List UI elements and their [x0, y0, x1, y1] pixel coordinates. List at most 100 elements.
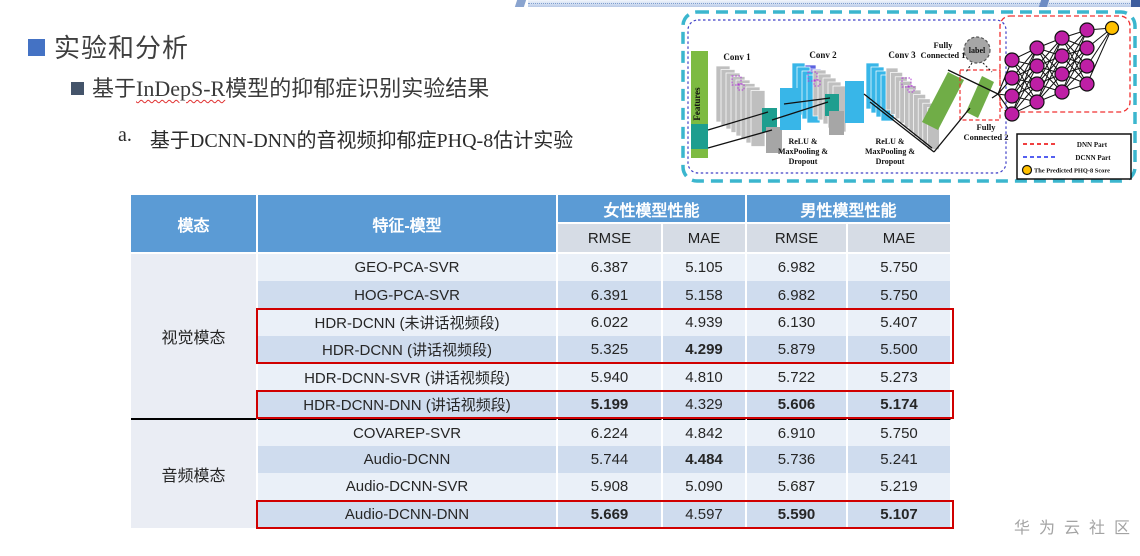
- list-item-text: 基于DCNN-DNN的音视频抑郁症PHQ-8估计实验: [149, 130, 574, 152]
- svg-text:MaxPooling &: MaxPooling &: [865, 147, 915, 156]
- value-cell: 5.105: [663, 254, 747, 282]
- dnn-part-label: DNN Part: [1077, 141, 1108, 149]
- header-male-performance: 男性模型性能: [747, 195, 952, 224]
- feature-cell: Audio-DCNN: [258, 445, 558, 474]
- value-cell: 5.606: [747, 390, 848, 419]
- value-cell: 5.879: [747, 336, 848, 364]
- pooling-blocks: [762, 81, 864, 153]
- header-female-performance: 女性模型性能: [558, 195, 747, 224]
- square-bullet-icon: [71, 81, 84, 95]
- value-cell: 6.391: [558, 281, 663, 309]
- connector-lines: [707, 62, 999, 153]
- value-cell: 5.158: [663, 281, 747, 309]
- dotted-line: [528, 3, 1140, 4]
- strip-accent: [1131, 0, 1140, 7]
- feature-cell: HDR-DCNN (未讲话视频段): [258, 308, 558, 337]
- subheader-rmse-female: RMSE: [558, 224, 663, 254]
- value-cell: 5.107: [848, 500, 952, 528]
- value-cell: 4.842: [663, 418, 747, 446]
- features-bar: Features: [691, 51, 708, 158]
- feature-cell: HDR-DCNN (讲话视频段): [258, 336, 558, 364]
- feature-cell: Audio-DCNN-SVR: [258, 473, 558, 501]
- value-cell: 4.484: [663, 445, 747, 474]
- value-cell: 6.387: [558, 254, 663, 282]
- outer-frame: [681, 10, 1137, 183]
- list-item-a: a. 基于DCNN-DNN的音视频抑郁症PHQ-8估计实验: [118, 124, 573, 153]
- value-cell: 5.736: [747, 445, 848, 474]
- conv2-label: Conv 2: [809, 50, 837, 60]
- subtitle-term-spellcheck: InDepS-R: [136, 76, 226, 101]
- value-cell: 5.669: [558, 500, 663, 528]
- value-cell: 5.750: [848, 418, 952, 446]
- top-decor-strip: [528, 0, 1140, 7]
- architecture-diagram: Features label Conv 1: [681, 10, 1137, 183]
- fc2-red-box: [959, 69, 1001, 121]
- phq-score-icon: [1021, 164, 1033, 176]
- fc1-label: Fully Connected 1: [920, 40, 965, 60]
- dnn-nodes: [1004, 20, 1120, 122]
- phq-score-label: The Predicted PHQ-8 Score: [1034, 168, 1110, 175]
- svg-text:ReLU &: ReLU &: [788, 137, 817, 146]
- svg-text:Dropout: Dropout: [876, 157, 905, 166]
- subtitle-suffix: 模型的抑郁症识别实验结果: [225, 76, 490, 101]
- subheader-mae-male: MAE: [848, 224, 952, 254]
- results-grid: 模态 特征-模型 女性模型性能 男性模型性能 RMSE MAE RMSE MAE 视觉模态 GEO…: [131, 195, 952, 528]
- value-cell: 6.910: [747, 418, 848, 446]
- feature-cell: HDR-DCNN-SVR (讲话视频段): [258, 363, 558, 391]
- subtitle-prefix: 基于: [92, 76, 137, 101]
- value-cell: 5.325: [558, 336, 663, 364]
- value-cell: 5.273: [848, 363, 952, 391]
- list-item-marker: a.: [118, 124, 132, 146]
- svg-text:Fully: Fully: [977, 122, 997, 132]
- value-cell: 6.982: [747, 254, 848, 282]
- value-cell: 5.744: [558, 445, 663, 474]
- conv1-label: Conv 1: [723, 52, 751, 62]
- value-cell: 5.687: [747, 473, 848, 501]
- subheader-mae-female: MAE: [663, 224, 747, 254]
- value-cell: 5.199: [558, 390, 663, 419]
- value-cell: 4.597: [663, 500, 747, 528]
- value-cell: 5.750: [848, 254, 952, 282]
- modality-cell: 视觉模态: [131, 254, 258, 419]
- diagram-legend: DNN Part DCNN Part The Predicted PHQ-8 S…: [1016, 133, 1132, 180]
- conv-feature-maps: [715, 62, 940, 150]
- relu-label-2: ReLU & MaxPooling & Dropout: [865, 137, 915, 166]
- value-cell: 5.090: [663, 473, 747, 501]
- feature-cell: HDR-DCNN-DNN (讲话视频段): [258, 390, 558, 419]
- value-cell: 4.299: [663, 336, 747, 364]
- value-cell: 5.750: [848, 281, 952, 309]
- header-modality: 模态: [131, 195, 258, 254]
- section-title-row: 实验和分析: [28, 28, 189, 65]
- svg-text:MaxPooling &: MaxPooling &: [778, 147, 828, 156]
- feature-cell: COVAREP-SVR: [258, 418, 558, 446]
- value-cell: 4.810: [663, 363, 747, 391]
- value-cell: 5.940: [558, 363, 663, 391]
- value-cell: 5.590: [747, 500, 848, 528]
- watermark: 华为云社区: [1014, 520, 1140, 537]
- value-cell: 5.407: [848, 308, 952, 337]
- value-cell: 5.908: [558, 473, 663, 501]
- dcnn-part-label: DCNN Part: [1075, 154, 1111, 162]
- label-node: label: [963, 36, 991, 64]
- value-cell: 6.022: [558, 308, 663, 337]
- value-cell: 4.939: [663, 308, 747, 337]
- header-feature-model: 特征-模型: [258, 195, 558, 254]
- feature-cell: Audio-DCNN-DNN: [258, 500, 558, 528]
- feature-cell: GEO-PCA-SVR: [258, 254, 558, 282]
- fc2-label: Fully Connected 2: [963, 122, 1008, 142]
- svg-text:ReLU &: ReLU &: [875, 137, 904, 146]
- subheader-rmse-male: RMSE: [747, 224, 848, 254]
- label-text: label: [969, 46, 986, 55]
- value-cell: 5.722: [747, 363, 848, 391]
- dnn-frame: [999, 15, 1131, 113]
- value-cell: 5.174: [848, 390, 952, 419]
- fully-connected-layers: [922, 69, 1001, 130]
- value-cell: 5.241: [848, 445, 952, 474]
- value-cell: 4.329: [663, 390, 747, 419]
- value-cell: 6.224: [558, 418, 663, 446]
- svg-text:Connected 1: Connected 1: [920, 50, 965, 60]
- features-label: Features: [692, 87, 702, 121]
- results-table: 模态 特征-模型 女性模型性能 男性模型性能 RMSE MAE RMSE MAE 视觉模态 GEO…: [131, 195, 954, 529]
- value-cell: 6.982: [747, 281, 848, 309]
